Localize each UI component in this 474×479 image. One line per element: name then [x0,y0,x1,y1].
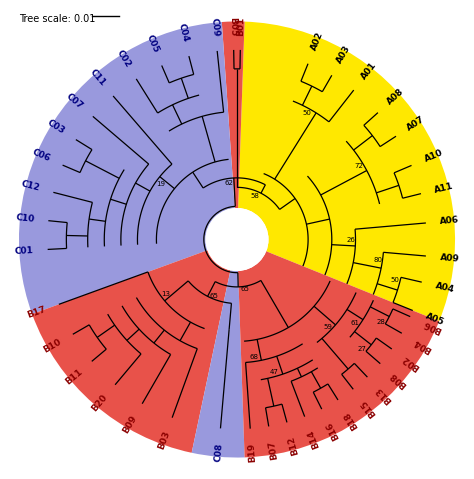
Text: B03: B03 [156,430,172,451]
Text: A07: A07 [405,114,427,132]
Text: 61: 61 [350,320,359,326]
Text: A04: A04 [435,281,456,294]
Text: A01: A01 [359,61,378,81]
Text: B09: B09 [121,414,139,435]
Wedge shape [238,22,455,321]
Text: A11: A11 [434,181,455,194]
Wedge shape [191,270,245,457]
Text: B14: B14 [306,428,321,450]
Text: 65: 65 [209,294,218,299]
Text: 72: 72 [355,163,364,169]
Text: 19: 19 [156,181,165,187]
Text: B11: B11 [63,367,84,387]
Circle shape [206,209,268,270]
Text: A08: A08 [385,87,406,106]
Text: C04: C04 [176,23,190,44]
Text: 59: 59 [323,324,332,330]
Text: 68: 68 [250,354,259,360]
Text: B18: B18 [342,410,360,431]
Text: B07: B07 [267,440,279,460]
Text: B19: B19 [247,443,257,463]
Text: C11: C11 [88,68,107,88]
Text: C02: C02 [115,48,133,69]
Text: 26: 26 [346,237,355,243]
Text: B08: B08 [388,370,409,389]
Text: C08: C08 [213,442,224,462]
Text: A05: A05 [424,312,446,327]
Text: A09: A09 [440,253,460,263]
Text: 13: 13 [161,291,170,297]
Text: A06: A06 [440,216,460,226]
Text: A02: A02 [309,31,325,52]
Text: C06: C06 [30,148,51,164]
Text: 80: 80 [373,257,382,263]
Text: A03: A03 [335,44,353,65]
Text: B16: B16 [324,420,341,441]
Text: B01: B01 [236,16,246,36]
Text: B17: B17 [26,305,47,320]
Text: 50: 50 [391,277,400,284]
Text: B02: B02 [401,354,422,372]
Text: 62: 62 [225,180,234,186]
Text: B15: B15 [358,398,377,419]
Text: B05: B05 [228,16,238,36]
Wedge shape [32,250,230,453]
Wedge shape [222,22,245,209]
Text: 58: 58 [251,193,259,199]
Text: 47: 47 [270,369,279,375]
Text: 27: 27 [357,345,366,352]
Text: 65: 65 [241,285,250,292]
Text: B06: B06 [421,318,443,334]
Text: C03: C03 [45,118,66,136]
Circle shape [206,209,268,270]
Text: C10: C10 [15,213,35,224]
Text: C12: C12 [20,180,41,193]
Text: C01: C01 [14,246,34,256]
Text: C07: C07 [64,91,85,111]
Text: B12: B12 [286,435,300,456]
Text: C05: C05 [145,33,160,54]
Wedge shape [19,22,235,314]
Text: B13: B13 [374,384,394,405]
Wedge shape [238,251,439,457]
Text: B20: B20 [90,393,109,413]
Text: B10: B10 [42,338,63,355]
Text: C09: C09 [209,17,220,37]
Text: A10: A10 [423,148,444,164]
Text: B04: B04 [412,336,433,354]
Text: 50: 50 [303,110,311,116]
Text: 28: 28 [376,319,385,325]
Text: Tree scale: 0.01: Tree scale: 0.01 [19,14,95,24]
